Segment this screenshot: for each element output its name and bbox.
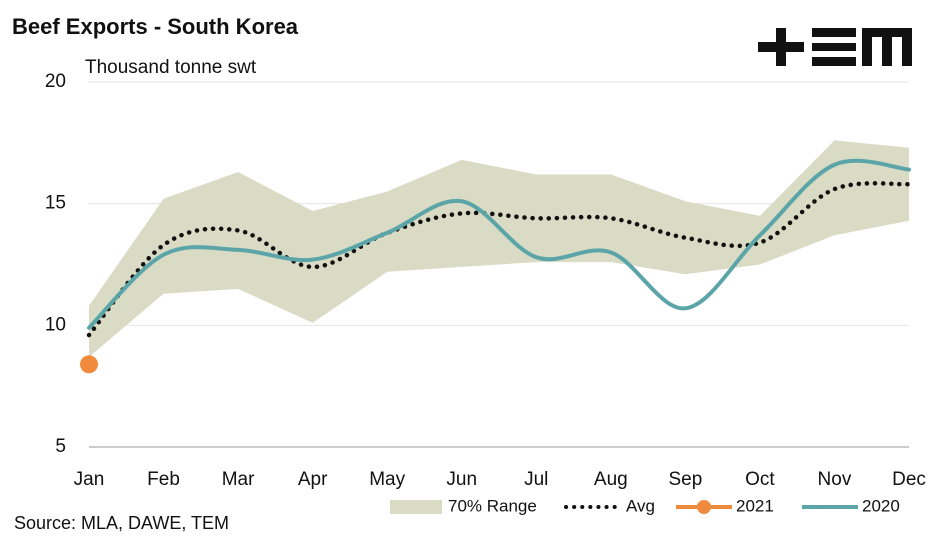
chart-title: Beef Exports - South Korea [12,14,299,39]
x-tick-label: Oct [745,469,775,490]
x-tick-label: Aug [594,469,628,490]
x-tick-label: May [369,469,405,490]
logo [758,28,912,66]
x-tick-label: Nov [818,469,852,490]
y-tick-label: 15 [45,193,66,214]
legend-label: Avg [626,496,655,515]
x-tick-label: Feb [147,469,180,490]
legend-swatch [697,500,711,514]
y-tick-label: 10 [45,314,66,335]
line-3 [87,158,911,330]
y-tick-label: 20 [45,71,66,92]
y-tick-label: 5 [55,436,66,457]
x-tick-label: Sep [668,469,702,490]
legend-label: 2020 [862,496,900,515]
x-tick-label: Jan [74,469,105,490]
source: Source: MLA, DAWE, TEM [14,513,229,533]
x-tick-label: Jun [446,469,477,490]
range-band [89,140,909,357]
legend-label: 2021 [736,496,774,515]
x-tick-label: Dec [892,469,926,490]
x-tick-label: Apr [298,469,328,490]
x-tick-label: Mar [222,469,255,490]
legend-swatch [390,500,442,514]
legend-label: 70% Range [448,496,537,515]
point [80,355,98,374]
x-tick-label: Jul [524,469,548,490]
chart-subtitle: Thousand tonne swt [85,57,257,78]
